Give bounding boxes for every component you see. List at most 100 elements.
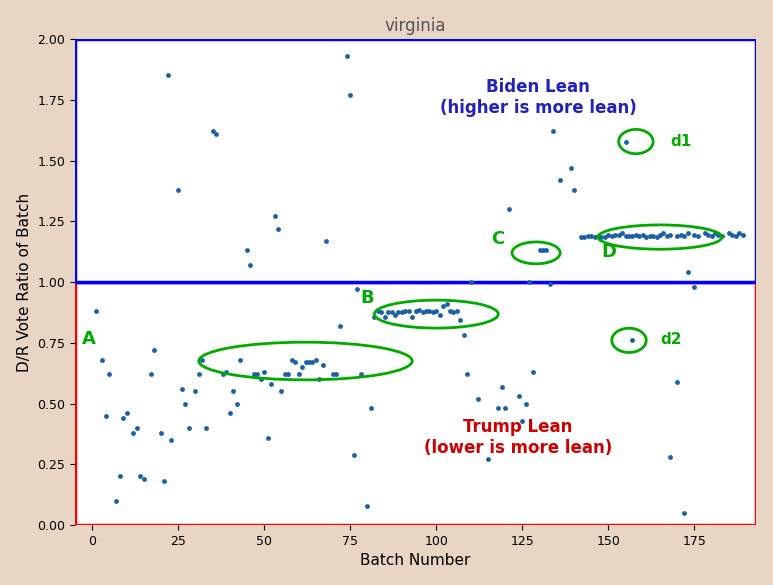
Point [158,477,171,486]
Point [162,71,174,80]
X-axis label: Batch Number: Batch Number [360,553,471,569]
Point [427,308,439,317]
Point [330,370,342,379]
Point [265,380,278,389]
Point [320,236,332,245]
Text: d2: d2 [660,332,682,347]
Text: Biden Lean
(higher is more lean): Biden Lean (higher is more lean) [440,78,637,117]
Point [100,411,112,421]
Y-axis label: D/R Vote Ratio of Batch: D/R Vote Ratio of Batch [17,192,32,371]
Point [533,246,546,255]
Point [637,230,649,239]
Point [626,231,638,240]
Title: virginia: virginia [385,16,446,35]
Point [244,260,257,270]
Point [437,302,449,311]
Bar [75,39,756,282]
Point [564,163,577,173]
Point [643,231,656,240]
Point [413,305,425,315]
Point [574,232,587,242]
Point [495,382,508,391]
Point [726,230,738,239]
Point [306,357,318,367]
Bar [75,282,756,525]
Text: C: C [492,230,505,249]
Point [234,355,247,364]
Point [261,433,274,442]
Point [536,246,549,255]
Point [526,367,539,377]
Point [516,416,529,425]
Point [103,370,115,379]
Point [619,137,632,146]
Point [609,230,621,239]
Point [674,230,686,239]
Point [664,230,676,239]
Point [403,307,415,316]
Point [654,230,666,239]
Point [299,357,312,367]
Point [117,414,129,423]
Point [247,370,260,379]
Point [135,472,147,481]
Point [272,224,284,233]
Point [612,230,625,239]
Point [327,370,339,379]
Point [148,345,160,355]
Point [699,229,711,238]
Point [543,280,556,289]
Point [206,127,219,136]
Point [692,231,704,240]
Text: A: A [82,330,96,348]
Text: D: D [601,243,617,260]
Point [681,267,693,277]
Point [595,232,608,242]
Point [386,308,398,317]
Point [334,321,346,331]
Point [145,370,157,379]
Point [165,435,178,445]
Point [417,308,429,317]
Point [616,229,628,238]
Point [348,450,360,459]
Point [647,231,659,240]
Point [626,336,638,345]
Point [399,307,411,316]
Point [121,408,133,418]
Point [733,229,745,238]
Point [640,232,652,242]
Point [650,232,662,242]
Point [282,370,295,379]
Point [223,408,236,418]
Point [406,312,418,322]
Point [192,370,205,379]
Point [482,455,494,464]
Point [623,231,635,240]
Point [379,312,391,322]
Point [709,229,721,238]
Point [512,391,525,401]
Point [292,370,305,379]
Point [189,387,202,396]
Point [420,307,432,316]
Point [310,355,322,364]
Point [396,308,408,317]
Point [633,231,645,240]
Point [155,428,167,438]
Point [138,474,150,484]
Point [227,387,240,396]
Point [657,229,669,238]
Point [712,230,724,239]
Point [581,231,594,240]
Point [114,472,126,481]
Point [671,377,683,386]
Point [279,370,291,379]
Point [303,357,315,367]
Point [392,308,404,317]
Point [285,355,298,364]
Point [664,452,676,462]
Point [472,394,484,404]
Point [275,387,288,396]
Point [519,399,532,408]
